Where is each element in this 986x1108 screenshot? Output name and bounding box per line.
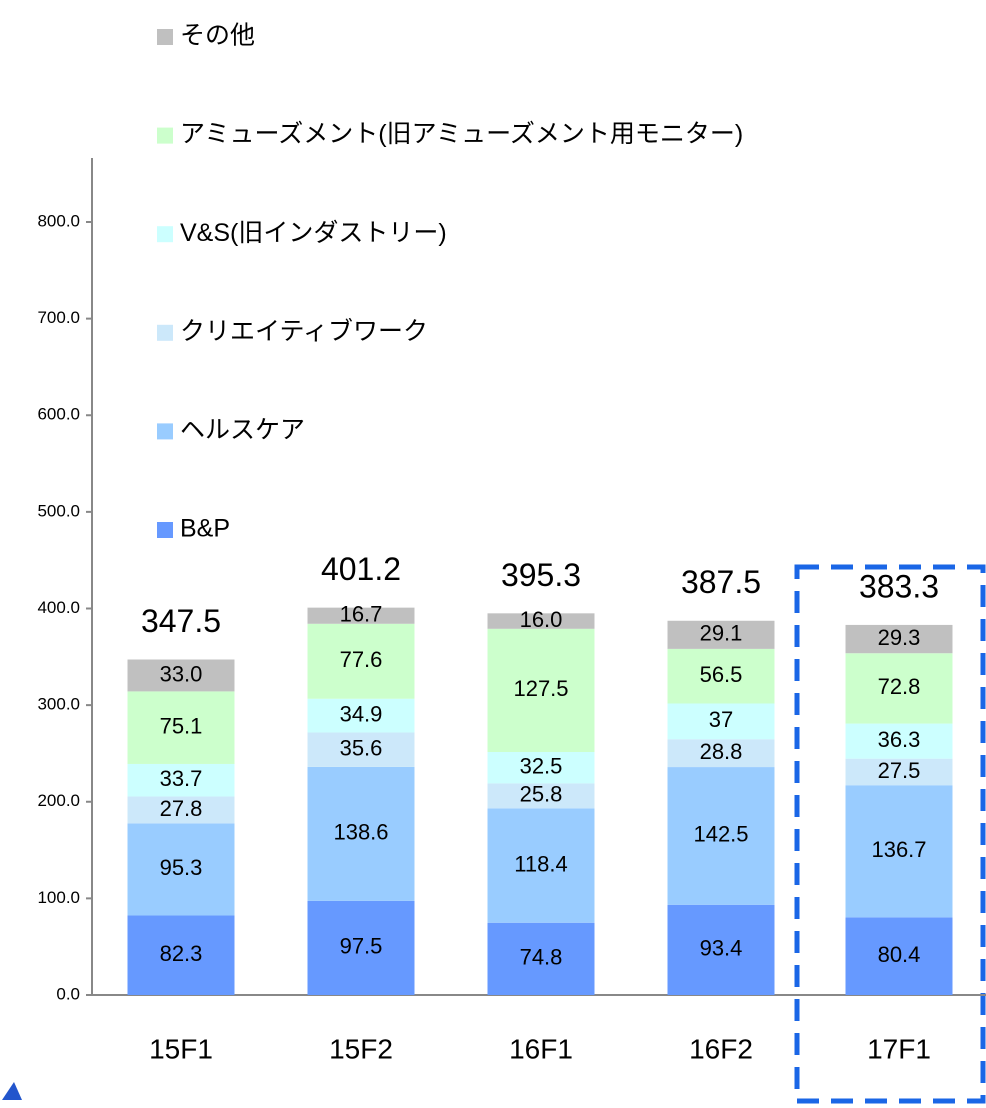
data-label: 35.6: [340, 735, 383, 760]
data-label: 74.8: [520, 945, 563, 970]
bar-segment: [667, 703, 775, 740]
bar-segment: [127, 659, 235, 692]
data-label: 33.0: [160, 661, 203, 686]
bar-segment: [845, 785, 953, 918]
highlight-box: [794, 564, 986, 1104]
data-label: 56.5: [700, 662, 743, 687]
total-label: 347.5: [141, 603, 221, 639]
y-tick-label: 700.0: [37, 308, 80, 327]
bar-segment: [845, 758, 953, 786]
bar-segment: [487, 613, 595, 629]
data-label: 29.3: [878, 625, 921, 650]
legend-label: アミューズメント(旧アミューズメント用モニター): [180, 120, 743, 148]
bar-segment: [127, 915, 235, 995]
data-label: 29.1: [700, 621, 743, 646]
legend-swatch: [157, 127, 173, 144]
legend-label: B&P: [180, 515, 230, 543]
bar-segment: [307, 766, 415, 901]
data-label: 82.3: [160, 941, 203, 966]
total-label: 401.2: [321, 551, 401, 587]
bar-segment: [667, 767, 775, 905]
data-label: 34.9: [340, 701, 383, 726]
bar-segment: [845, 723, 953, 759]
logo-icon: [2, 1082, 22, 1100]
data-label: 142.5: [693, 822, 748, 847]
y-tick-label: 100.0: [37, 888, 80, 907]
bar-segment: [127, 823, 235, 916]
bar-segment: [307, 900, 415, 995]
data-label: 27.5: [878, 758, 921, 783]
x-tick-label: 16F2: [689, 1033, 753, 1064]
data-label: 16.7: [340, 602, 383, 627]
bar-segment: [307, 698, 415, 733]
legend-label: クリエイティブワーク: [180, 317, 428, 345]
bar-segment: [667, 648, 775, 704]
x-tick-label: 15F2: [329, 1033, 393, 1064]
bar-segment: [307, 607, 415, 624]
data-label: 77.6: [340, 647, 383, 672]
y-tick-label: 500.0: [37, 501, 80, 520]
y-tick-label: 400.0: [37, 598, 80, 617]
data-label: 138.6: [333, 820, 388, 845]
data-label: 118.4: [514, 851, 567, 876]
x-tick-label: 16F1: [509, 1033, 573, 1064]
legend-swatch: [157, 226, 173, 243]
y-tick-label: 200.0: [37, 791, 80, 810]
total-label: 387.5: [681, 564, 761, 600]
data-label: 72.8: [878, 674, 921, 699]
bar-segment: [487, 922, 595, 995]
y-tick-label: 0.0: [56, 984, 80, 1003]
bar-segment: [845, 917, 953, 995]
legend-label: その他: [180, 22, 255, 50]
bar-segment: [127, 796, 235, 824]
bar-segment: [845, 624, 953, 654]
data-label: 127.5: [513, 676, 568, 701]
bar-segment: [667, 620, 775, 649]
bar-segment: [667, 739, 775, 768]
data-label: 16.0: [520, 607, 563, 632]
legend-swatch: [157, 324, 173, 341]
data-label: 32.5: [520, 754, 563, 779]
y-tick-label: 800.0: [37, 211, 80, 230]
data-label: 25.8: [520, 782, 563, 807]
legend-swatch: [157, 522, 173, 538]
bar-segment: [845, 653, 953, 724]
y-tick-label: 300.0: [37, 695, 80, 714]
bar-segment: [307, 732, 415, 767]
bar-segment: [307, 623, 415, 699]
bar-segment: [487, 808, 595, 923]
data-label: 33.7: [160, 766, 203, 791]
data-label: 97.5: [340, 934, 383, 959]
data-label: 93.4: [700, 936, 743, 961]
data-label: 75.1: [160, 713, 203, 738]
y-tick-label: 600.0: [37, 405, 80, 424]
total-label: 383.3: [859, 568, 939, 604]
data-label: 36.3: [878, 727, 921, 752]
data-label: 37: [709, 707, 733, 732]
bar-segment: [487, 783, 595, 809]
legend-swatch: [157, 423, 173, 440]
x-tick-label: 15F1: [149, 1033, 213, 1064]
total-label: 395.3: [501, 557, 581, 593]
data-label: 80.4: [878, 942, 921, 967]
bar-segment: [487, 628, 595, 752]
data-label: 136.7: [871, 837, 926, 862]
legend-label: V&S(旧インダストリー): [180, 219, 447, 247]
bar-segment: [487, 751, 595, 784]
x-tick-label: 17F1: [867, 1033, 931, 1064]
data-label: 95.3: [160, 855, 203, 880]
bar-segment: [127, 691, 235, 764]
legend-swatch: [157, 29, 173, 45]
data-label: 28.8: [700, 739, 743, 764]
bar-segment: [127, 763, 235, 797]
bar-segment: [667, 904, 775, 995]
data-label: 27.8: [160, 796, 203, 821]
legend-label: ヘルスケア: [180, 416, 305, 444]
